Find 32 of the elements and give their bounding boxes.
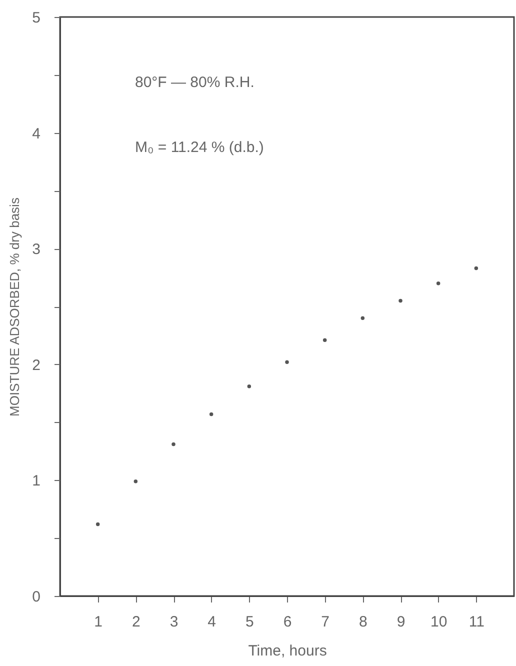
x-tick-label: 2 <box>132 614 140 630</box>
annotation: M₀ = 11.24 % (d.b.) <box>135 139 264 156</box>
x-tick-label: 1 <box>94 614 103 630</box>
x-tick-label: 10 <box>430 614 448 630</box>
x-tick-label: 7 <box>321 614 330 630</box>
y-tick-label: 2 <box>32 356 40 374</box>
point <box>398 298 402 303</box>
x-tick-label: 5 <box>245 614 254 630</box>
y-axis-title: MOISTURE ADSORBED, % dry basis <box>7 197 22 416</box>
y-tick-label: 1 <box>32 472 40 490</box>
x-tick-label: 4 <box>208 614 216 630</box>
y-tick-label: 4 <box>32 125 40 142</box>
annotation: 80°F — 80% R.H. <box>135 74 254 91</box>
point <box>247 384 252 388</box>
point <box>134 479 138 484</box>
point <box>436 281 440 286</box>
y-tick-label: 0 <box>32 588 40 606</box>
x-tick-label: 11 <box>468 614 484 630</box>
x-tick-label: 8 <box>358 614 368 630</box>
point <box>209 412 214 416</box>
x-tick-label: 6 <box>283 614 292 630</box>
point <box>285 360 289 364</box>
point <box>360 316 365 320</box>
y-tick-label: 3 <box>32 241 40 258</box>
point <box>322 338 327 342</box>
y-tick-label: 5 <box>32 10 40 26</box>
x-tick-label: 3 <box>170 614 178 630</box>
x-axis-title: Time, hours <box>248 642 327 660</box>
point <box>96 522 100 526</box>
point <box>172 442 176 446</box>
point <box>474 266 478 270</box>
x-tick-label: 9 <box>396 614 406 630</box>
